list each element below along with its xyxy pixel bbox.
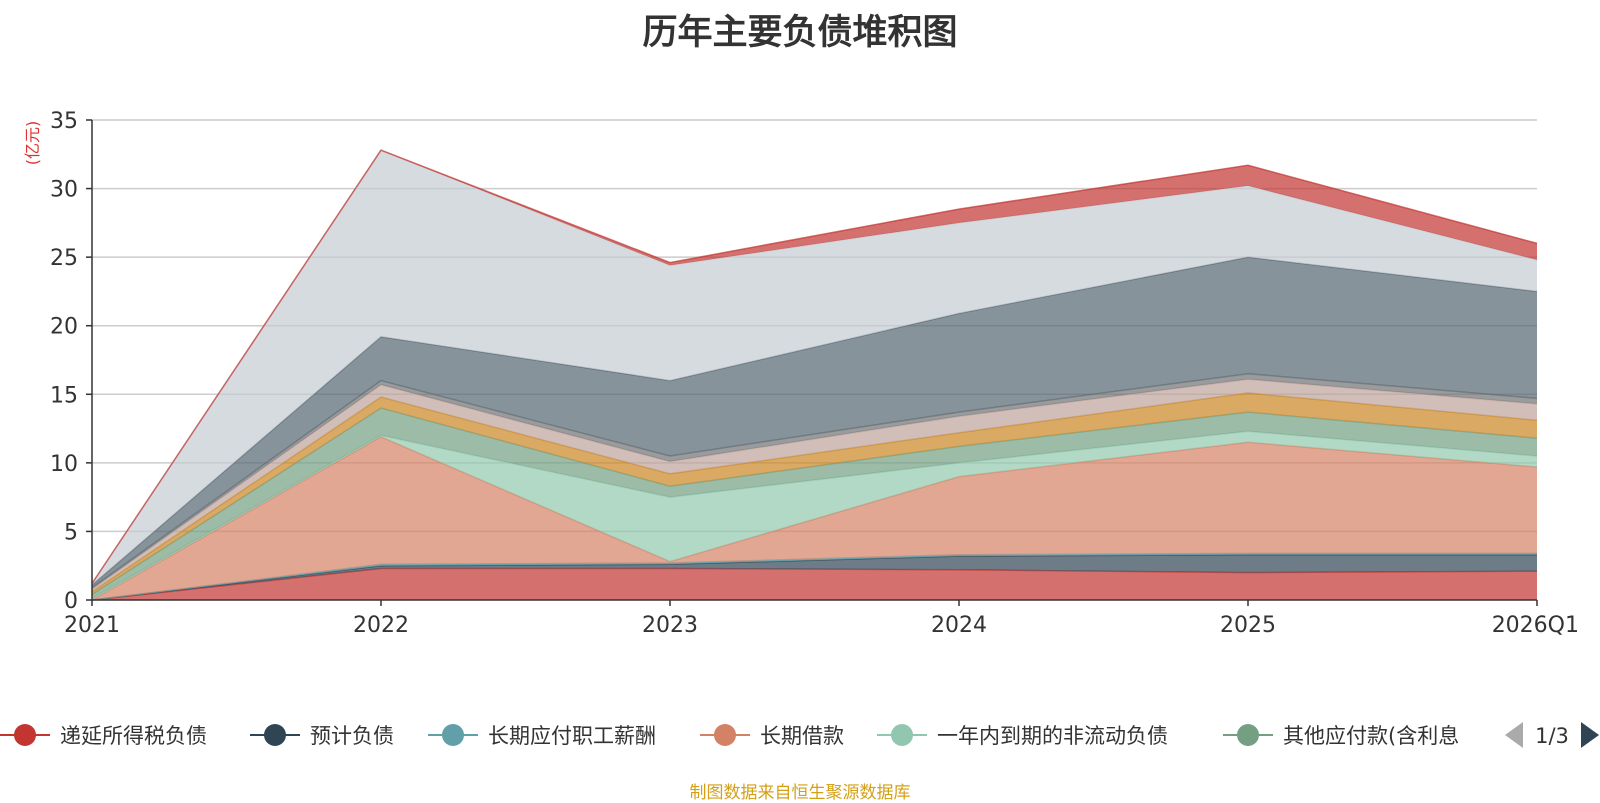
legend-marker-icon [264,724,286,746]
area-series-3[interactable] [92,553,1537,600]
legend-page-indicator: 1/3 [1535,724,1569,748]
legend-next-page-icon[interactable] [1581,722,1599,748]
legend-item-label: 递延所得税负债 [60,724,207,748]
y-tick-label: 35 [50,109,78,134]
legend-item[interactable]: 其他应付款(含利息 [1223,724,1459,748]
chart-title: 历年主要负债堆积图 [642,13,958,53]
area-series-4[interactable] [92,436,1537,600]
area-series-layer [91,149,1538,601]
legend-marker-icon [891,724,913,746]
legend-item-label: 长期借款 [760,724,844,748]
y-tick-label: 15 [50,383,78,408]
y-axis-unit-label: (亿元) [23,121,42,166]
legend-item[interactable]: 长期借款 [700,724,844,748]
data-source-note: 制图数据来自恒生聚源数据库 [689,783,911,803]
area-series-10[interactable] [92,257,1537,588]
legend-item[interactable]: 一年内到期的非流动负债 [877,724,1168,748]
x-tick-label: 2025 [1220,613,1276,638]
area-series-7[interactable] [92,392,1537,595]
legend-item[interactable]: 长期应付职工薪酬 [428,724,656,748]
y-tick-label: 5 [64,520,78,545]
y-tick-label: 10 [50,452,78,477]
area-series-6[interactable] [92,408,1537,599]
area-series-5[interactable] [92,431,1537,600]
x-tick-label: 2026Q1 [1492,613,1579,638]
legend-item-label: 预计负债 [310,724,394,748]
legend-prev-page-icon[interactable] [1505,722,1523,748]
legend-marker-icon [442,724,464,746]
area-series-12[interactable] [92,150,1537,584]
legend-item[interactable]: 预计负债 [250,724,394,748]
y-tick-label: 0 [64,589,78,614]
y-tick-label: 20 [50,315,78,340]
legend-marker-icon [14,724,36,746]
y-tick-label: 25 [50,246,78,271]
legend: 递延所得税负债 预计负债 长期应付职工薪酬 长期借款 一年内到期的非流动负债 其他应付款(… [0,722,1599,748]
x-tick-label: 2021 [64,613,120,638]
legend-marker-icon [714,724,736,746]
x-tick-label: 2023 [642,613,698,638]
area-series-1[interactable] [92,568,1537,601]
legend-marker-icon [1237,724,1259,746]
legend-item[interactable]: 递延所得税负债 [0,724,207,748]
legend-item-label: 其他应付款(含利息 [1283,724,1459,748]
legend-item-label: 长期应付职工薪酬 [488,724,656,748]
series-line-12 [91,149,1538,584]
legend-item-label: 一年内到期的非流动负债 [937,724,1168,748]
x-tick-label: 2024 [931,613,987,638]
y-tick-label: 30 [50,178,78,203]
area-series-8[interactable] [92,379,1537,592]
area-series-11[interactable] [92,150,1537,585]
x-tick-label: 2022 [353,613,409,638]
